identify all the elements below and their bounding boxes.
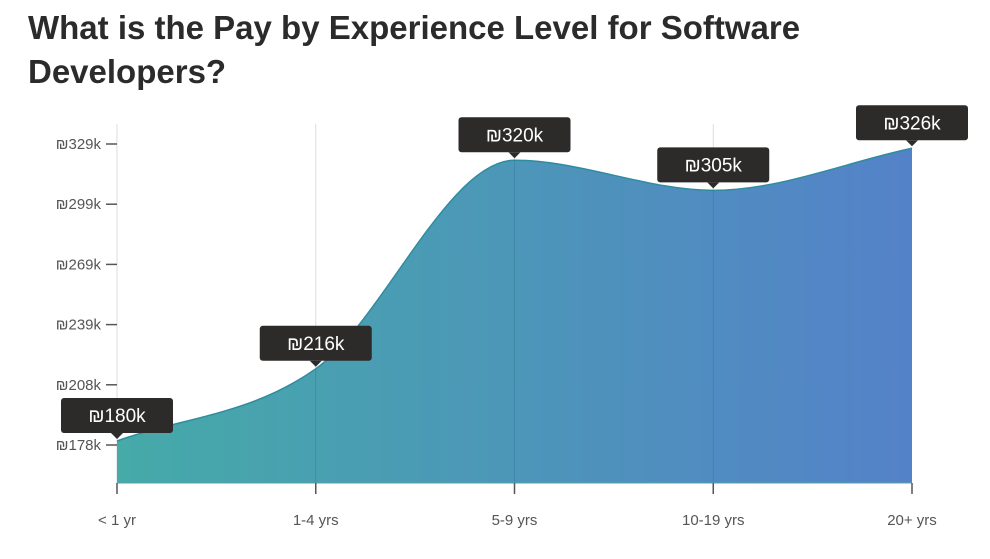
- chart-title: What is the Pay by Experience Level for …: [28, 9, 801, 90]
- y-tick-label: ₪269k: [56, 256, 102, 273]
- x-tick-label: 5-9 yrs: [492, 512, 538, 529]
- y-tick-label: ₪208k: [56, 377, 102, 394]
- svg-text:₪320k: ₪320k: [486, 125, 544, 146]
- data-label: ₪320k: [458, 117, 571, 159]
- svg-text:₪305k: ₪305k: [685, 155, 743, 176]
- svg-text:₪180k: ₪180k: [88, 406, 146, 427]
- svg-text:₪326k: ₪326k: [883, 113, 941, 134]
- data-label: ₪326k: [856, 105, 968, 147]
- data-label: ₪305k: [657, 147, 770, 189]
- y-tick-label: ₪329k: [56, 136, 102, 153]
- x-tick-label: 1-4 yrs: [293, 512, 339, 529]
- y-tick-label: ₪299k: [56, 196, 102, 213]
- x-tick-label: < 1 yr: [98, 512, 136, 529]
- x-tick-label: 10-19 yrs: [682, 512, 745, 529]
- svg-text:₪216k: ₪216k: [287, 334, 345, 355]
- data-label: ₪180k: [61, 397, 173, 439]
- y-tick-label: ₪239k: [56, 317, 102, 334]
- y-tick-label: ₪178k: [56, 437, 102, 454]
- data-label: ₪216k: [259, 325, 372, 367]
- x-tick-label: 20+ yrs: [887, 512, 937, 529]
- series-line: [116, 147, 913, 442]
- area-fill: [117, 148, 912, 483]
